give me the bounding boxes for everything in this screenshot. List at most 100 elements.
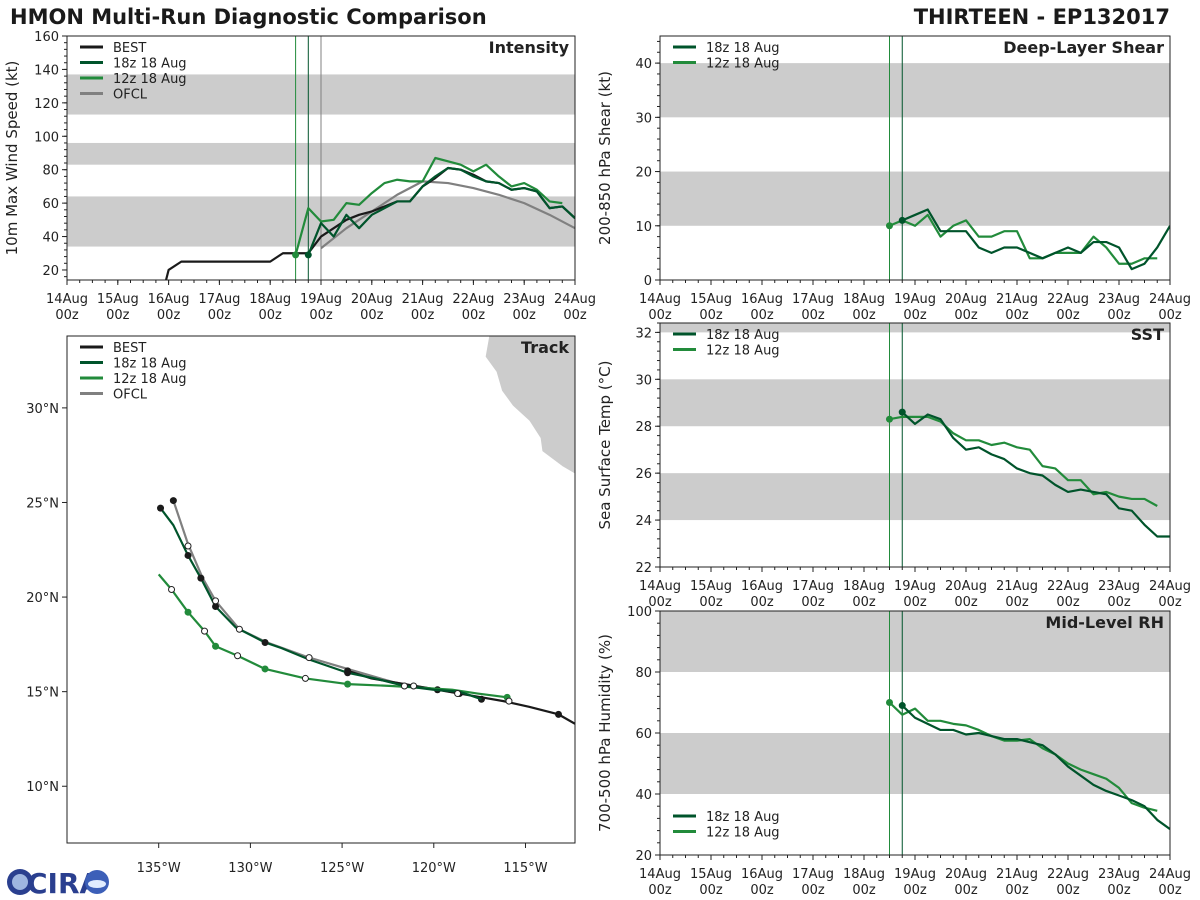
sst-ylabel: Sea Surface Temp (°C)	[596, 360, 614, 529]
shear-xtick-day: 22Aug	[1047, 292, 1089, 307]
sst-xtick-hour: 00z	[648, 595, 672, 610]
sst-plot-area	[660, 323, 1170, 567]
track-fix-point	[197, 574, 205, 582]
intensity-xtick-hour: 00z	[411, 308, 435, 323]
rh-legend-label: 18z 18 Aug	[706, 810, 780, 825]
intensity-xtick-hour: 00z	[208, 308, 232, 323]
rh-legend-label: 12z 18 Aug	[706, 826, 780, 841]
track-legend-label: BEST	[113, 341, 146, 356]
sst-title: SST	[1131, 325, 1164, 344]
intensity-series-ofcl	[320, 180, 575, 250]
rh-series-run18z	[901, 704, 1170, 830]
rh-band	[660, 733, 1170, 794]
rh-init-point	[898, 702, 906, 710]
track-title: Track	[521, 338, 569, 357]
rh-plot-area	[660, 611, 1170, 855]
track-open-point	[454, 690, 462, 698]
shear-ytick-label: 0	[644, 274, 652, 289]
rh-xtick-day: 21Aug	[996, 867, 1038, 882]
intensity-xtick-day: 19Aug	[300, 292, 342, 307]
track-open-point	[184, 542, 192, 550]
track-legend-label: 18z 18 Aug	[113, 357, 187, 372]
intensity-legend-label: OFCL	[113, 88, 148, 103]
shear-init-point	[898, 216, 906, 224]
rh-xtick-day: 24Aug	[1149, 867, 1191, 882]
rh-xtick-hour: 00z	[1056, 883, 1080, 898]
storm-id-title: THIRTEEN - EP132017	[913, 5, 1170, 29]
shear-xtick-hour: 00z	[1005, 308, 1029, 323]
sst-xtick-hour: 00z	[699, 595, 723, 610]
shear-xtick-hour: 00z	[954, 308, 978, 323]
intensity-xtick-day: 23Aug	[503, 292, 545, 307]
shear-title: Deep-Layer Shear	[1003, 38, 1164, 57]
sst-xtick-hour: 00z	[903, 595, 927, 610]
intensity-xtick-hour: 00z	[106, 308, 130, 323]
sst-xtick-day: 18Aug	[843, 579, 885, 594]
sst-xtick-day: 16Aug	[741, 579, 783, 594]
shear-xtick-day: 18Aug	[843, 292, 885, 307]
cira-logo: CIRA	[7, 867, 109, 898]
shear-xtick-hour: 00z	[1056, 308, 1080, 323]
rh-xtick-day: 17Aug	[792, 867, 834, 882]
intensity-init-point	[292, 251, 300, 259]
rh-xtick-hour: 00z	[1107, 883, 1131, 898]
sst-xtick-hour: 00z	[852, 595, 876, 610]
sst-xtick-day: 20Aug	[945, 579, 987, 594]
intensity-chart: Intensity2040608010012014016014Aug00z15A…	[3, 30, 596, 323]
intensity-ytick-label: 100	[34, 130, 59, 145]
sst-xtick-day: 21Aug	[996, 579, 1038, 594]
rh-title: Mid-Level RH	[1045, 613, 1164, 632]
shear-xtick-hour: 00z	[852, 308, 876, 323]
sst-xtick-day: 22Aug	[1047, 579, 1089, 594]
intensity-xtick-day: 18Aug	[249, 292, 291, 307]
shear-xtick-day: 24Aug	[1149, 292, 1191, 307]
track-open-point	[234, 652, 242, 660]
intensity-xtick-hour: 00z	[55, 308, 79, 323]
track-chart: Track 10°N 15°N 20°N 25°N 30°N 135°W 130°W 125°W…	[26, 335, 576, 876]
rh-xtick-hour: 00z	[648, 883, 672, 898]
rh-ytick-label: 40	[635, 788, 652, 803]
track-plot-area	[157, 336, 575, 725]
track-legend-label: 12z 18 Aug	[113, 372, 187, 387]
sst-series-run18z	[901, 411, 1170, 538]
sst-chart: SST22242628303214Aug00z15Aug00z16Aug00z1…	[596, 322, 1191, 610]
intensity-ytick-label: 160	[34, 30, 59, 45]
rh-xtick-day: 16Aug	[741, 867, 783, 882]
sst-ytick-label: 28	[635, 420, 652, 435]
sst-xtick-day: 15Aug	[690, 579, 732, 594]
intensity-xtick-hour: 00z	[259, 308, 283, 323]
shear-ytick-label: 20	[635, 166, 652, 181]
shear-ytick-label: 30	[635, 111, 652, 126]
intensity-series-run18z	[307, 166, 575, 256]
shear-legend-label: 12z 18 Aug	[706, 57, 780, 72]
shear-series-run12z	[889, 213, 1158, 265]
intensity-xtick-hour: 00z	[309, 308, 333, 323]
rh-xtick-day: 20Aug	[945, 867, 987, 882]
shear-init-point	[886, 222, 893, 230]
rh-ylabel: 700-500 hPa Humidity (%)	[596, 634, 614, 832]
intensity-ytick-label: 120	[34, 97, 59, 112]
shear-band	[660, 63, 1170, 118]
shear-xtick-hour: 00z	[903, 308, 927, 323]
sst-xtick-hour: 00z	[750, 595, 774, 610]
intensity-legend-label: 18z 18 Aug	[113, 57, 187, 72]
track-fix-point	[344, 669, 352, 677]
track-series-run18z	[159, 507, 482, 701]
shear-plot-area	[660, 36, 1170, 280]
rh-xtick-hour: 00z	[1005, 883, 1029, 898]
track-ytick-label: 15°N	[26, 686, 59, 701]
sst-xtick-day: 14Aug	[639, 579, 681, 594]
intensity-xtick-hour: 00z	[360, 308, 384, 323]
land-mass	[574, 491, 575, 522]
rh-xtick-day: 22Aug	[1047, 867, 1089, 882]
sst-band	[660, 473, 1170, 521]
track-fix-point	[261, 638, 269, 646]
shear-xtick-day: 15Aug	[690, 292, 732, 307]
sst-band	[660, 323, 1170, 333]
track-open-point	[212, 597, 220, 605]
sst-legend-label: 12z 18 Aug	[706, 344, 780, 359]
intensity-init-point	[304, 251, 312, 259]
intensity-xtick-day: 14Aug	[46, 292, 88, 307]
rh-xtick-day: 19Aug	[894, 867, 936, 882]
